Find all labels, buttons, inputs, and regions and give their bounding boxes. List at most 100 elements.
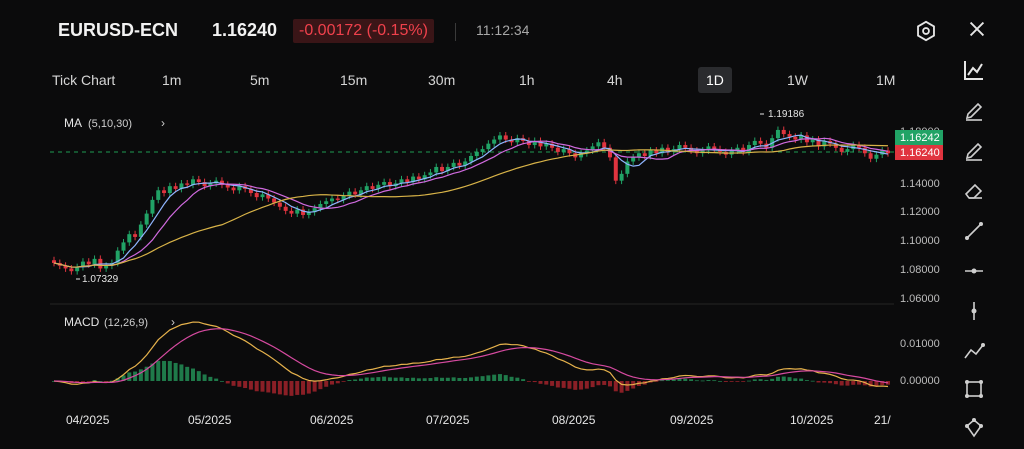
macd-histogram-bar	[457, 377, 462, 381]
candle-body	[185, 183, 190, 185]
pencil-icon[interactable]	[962, 99, 986, 123]
tab-15m[interactable]: 15m	[340, 72, 368, 88]
macd-histogram-bar	[613, 381, 618, 392]
tab-30m[interactable]: 30m	[428, 72, 456, 88]
tab-5m[interactable]: 5m	[250, 72, 270, 88]
macd-histogram-bar	[880, 381, 885, 386]
candle-body	[80, 261, 85, 268]
macd-histogram-bar	[219, 380, 224, 382]
macd-histogram-bar	[266, 381, 271, 393]
high-annotation: 1.19186	[768, 109, 805, 120]
candle-body	[138, 224, 143, 237]
ma-params: (5,10,30)	[88, 118, 132, 130]
pattern-icon[interactable]	[962, 416, 986, 440]
date-tick: 21/	[874, 413, 891, 427]
macd-histogram-bar	[770, 378, 775, 381]
candle-body	[654, 150, 659, 154]
ma-lines-group	[53, 134, 889, 268]
close-icon[interactable]	[966, 18, 988, 40]
tab-1m-month[interactable]: 1M	[876, 72, 896, 88]
macd-histogram-bar	[144, 366, 149, 381]
macd-histogram-bar	[341, 381, 346, 382]
macd-histogram-bar	[272, 381, 277, 394]
last-price-tag	[895, 145, 943, 160]
candle-body	[712, 146, 717, 150]
macd-histogram-bar	[509, 376, 514, 381]
tab-4h[interactable]: 4h	[607, 72, 623, 88]
candle-body	[75, 267, 80, 272]
polyline-icon[interactable]	[962, 339, 986, 363]
macd-histogram-bar	[440, 377, 445, 381]
candle-body	[208, 183, 213, 187]
tab-1m[interactable]: 1m	[162, 72, 182, 88]
candle-body	[167, 186, 172, 194]
macd-histogram-bar	[851, 381, 856, 385]
macd-histogram-bar	[787, 377, 792, 381]
macd-histogram-bar	[480, 376, 485, 381]
candle-body	[567, 149, 572, 154]
macd-histogram-bar	[324, 381, 329, 387]
macd-histogram-bar	[868, 381, 873, 387]
macd-histogram-bar	[538, 381, 543, 384]
price-tick: 1.10000	[900, 235, 940, 247]
candle-body	[613, 157, 618, 181]
macd-histogram-bar	[828, 381, 833, 384]
symbol-title[interactable]: EURUSD-ECN	[58, 20, 179, 40]
candle-body	[631, 157, 636, 162]
date-tick: 08/2025	[552, 413, 596, 427]
candle-body	[775, 129, 780, 139]
tab-1w[interactable]: 1W	[787, 72, 808, 88]
macd-expand-chevron-icon[interactable]: ›	[171, 315, 175, 329]
rectangle-icon[interactable]	[962, 377, 986, 401]
vertical-line-icon[interactable]	[962, 299, 986, 323]
pencil-alt-icon[interactable]	[962, 139, 986, 163]
candle-body	[306, 212, 311, 215]
macd-histogram-bar	[162, 360, 167, 381]
ma-expand-chevron-icon[interactable]: ›	[161, 116, 165, 130]
eraser-icon[interactable]	[962, 179, 986, 203]
macd-histogram-bar	[694, 380, 699, 382]
macd-histogram-bar	[277, 381, 282, 395]
macd-params: (12,26,9)	[104, 317, 148, 329]
candle-body	[347, 191, 352, 196]
candle-body	[231, 187, 236, 191]
macd-histogram-bar	[445, 377, 450, 381]
settings-gear-icon[interactable]	[915, 20, 937, 42]
macd-histogram-bar	[793, 378, 798, 381]
macd-histogram-bar	[196, 371, 201, 381]
macd-histogram-bar	[393, 377, 398, 381]
candle-body	[874, 154, 879, 159]
tab-tick-chart[interactable]: Tick Chart	[52, 72, 116, 88]
candle-body	[642, 153, 647, 156]
date-tick: 10/2025	[790, 413, 834, 427]
candle-body	[324, 201, 329, 204]
candle-body	[411, 176, 416, 183]
tab-1d[interactable]: 1D	[698, 67, 732, 93]
macd-histogram-bar	[411, 377, 416, 381]
candle-body	[480, 149, 485, 152]
candle-body	[277, 202, 282, 207]
trend-line-icon[interactable]	[962, 219, 986, 243]
macd-histogram-bar	[185, 366, 190, 381]
price-change-badge: -0.00172 (-0.15%)	[293, 19, 434, 43]
horizontal-ray-icon[interactable]	[962, 259, 986, 283]
macd-histogram-bar	[874, 381, 879, 387]
line-chart-icon[interactable]	[962, 58, 986, 82]
candle-body	[248, 188, 253, 194]
ma-label[interactable]: MA	[64, 116, 82, 130]
candle-body	[341, 195, 346, 200]
macd-histogram-bar	[758, 379, 763, 381]
macd-histogram-bar	[208, 376, 213, 381]
macd-histogram-bar	[237, 381, 242, 387]
macd-histogram-bar	[839, 381, 844, 386]
candle-body	[584, 150, 589, 154]
candle-body	[115, 250, 120, 263]
macd-histogram-bar	[260, 381, 265, 392]
macd-dif-line	[53, 321, 889, 388]
ma-price-tag	[895, 130, 943, 145]
candle-body	[515, 138, 520, 143]
tab-1h[interactable]: 1h	[519, 72, 535, 88]
macd-histogram-bar	[104, 381, 109, 382]
macd-label[interactable]: MACD	[64, 315, 100, 329]
